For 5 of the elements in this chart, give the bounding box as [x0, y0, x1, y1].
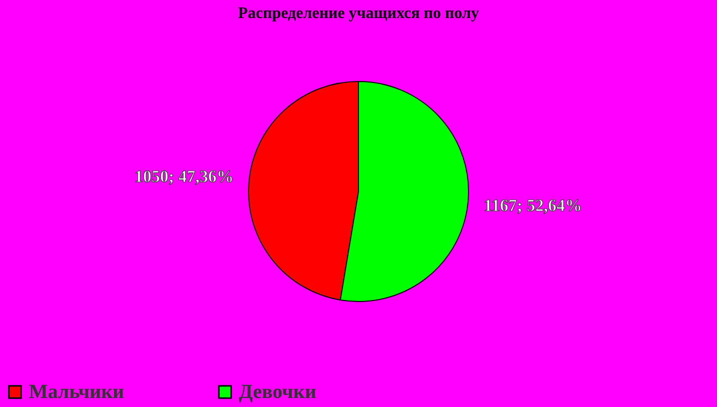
- chart-title: Распределение учащихся по полу: [238, 5, 479, 22]
- data-label: 1050; 47,36%: [134, 167, 234, 186]
- legend-label: Мальчики: [29, 381, 124, 403]
- data-label: 1167; 52,64%: [484, 196, 582, 215]
- legend-label: Девочки: [239, 381, 316, 403]
